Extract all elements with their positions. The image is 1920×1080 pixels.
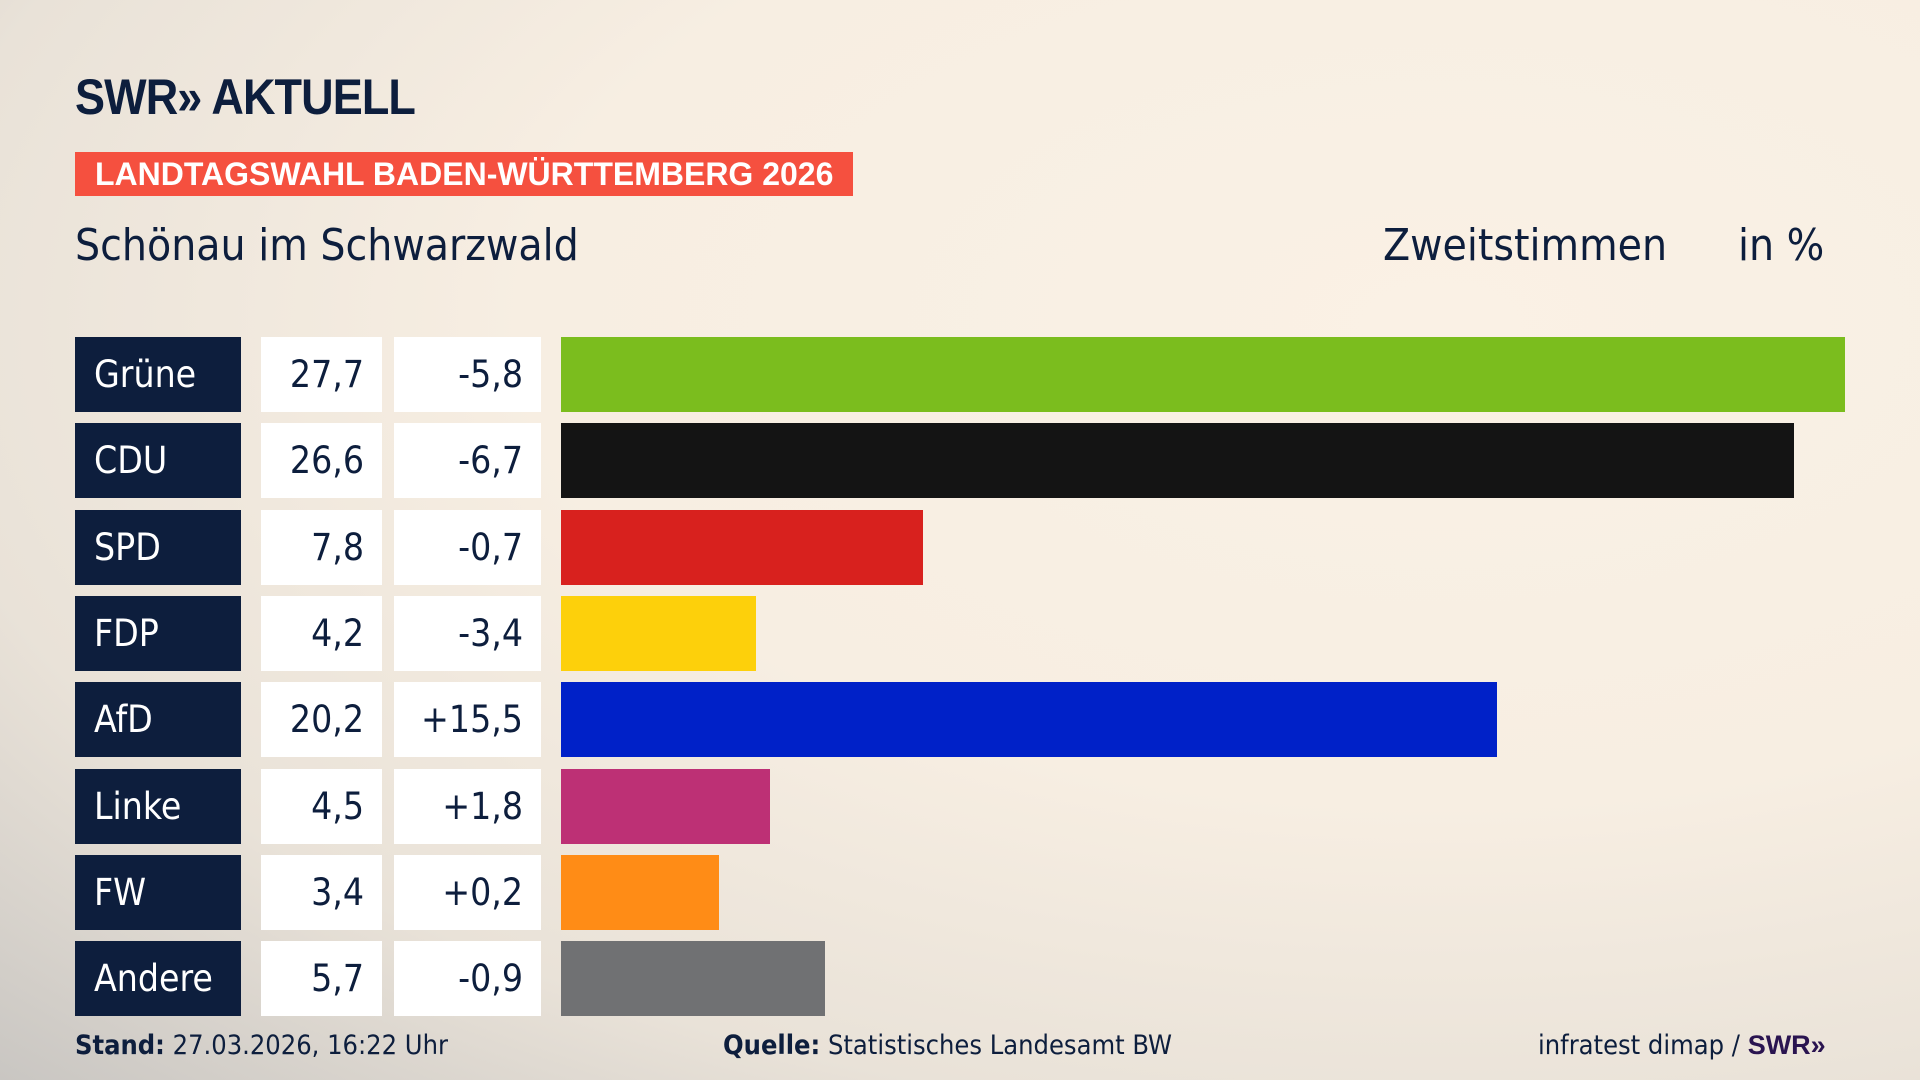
chart-row: Andere 5,7 -0,9: [0, 941, 1920, 1017]
credit-text: infratest dimap /: [1538, 1030, 1740, 1061]
chart-row: SPD 7,8 -0,7: [0, 509, 1920, 585]
party-label: AfD: [75, 682, 241, 758]
change-label: -0,9: [394, 941, 541, 1017]
value-label: 5,7: [261, 941, 382, 1017]
measure-label: Zweitstimmen: [1383, 220, 1668, 271]
value-label: 20,2: [261, 682, 382, 758]
source-label: Quelle:: [723, 1030, 821, 1061]
bar: [561, 423, 1794, 499]
change-label: -5,8: [394, 337, 541, 412]
bar: [561, 595, 756, 671]
party-label: FDP: [75, 595, 241, 671]
bar: [561, 509, 923, 585]
timestamp: Stand: 27.03.2026, 16:22 Uhr: [75, 1030, 448, 1061]
party-label: CDU: [75, 423, 241, 499]
unit-label: in %: [1738, 220, 1825, 271]
credit: infratest dimap / SWR»: [1538, 1030, 1826, 1061]
change-label: -3,4: [394, 595, 541, 671]
change-label: +15,5: [394, 682, 541, 758]
bar: [561, 854, 719, 930]
chart-row: AfD 20,2 +15,5: [0, 682, 1920, 758]
chart-row: FDP 4,2 -3,4: [0, 595, 1920, 671]
change-label: +1,8: [394, 768, 541, 844]
party-label: SPD: [75, 509, 241, 585]
value-label: 4,2: [261, 595, 382, 671]
party-label: Andere: [75, 941, 241, 1017]
region-title: Schönau im Schwarzwald: [75, 220, 579, 271]
source: Quelle: Statistisches Landesamt BW: [723, 1030, 1172, 1061]
party-label: Grüne: [75, 337, 241, 412]
bar: [561, 768, 770, 844]
bar: [561, 337, 1845, 412]
election-banner: LANDTAGSWAHL BADEN-WÜRTTEMBERG 2026: [75, 152, 854, 196]
party-label: Linke: [75, 768, 241, 844]
value-label: 26,6: [261, 423, 382, 499]
bar: [561, 941, 826, 1017]
value-label: 3,4: [261, 854, 382, 930]
change-label: -6,7: [394, 423, 541, 499]
bar: [561, 682, 1498, 758]
swr-small-logo: SWR»: [1747, 1030, 1826, 1060]
value-label: 4,5: [261, 768, 382, 844]
stand-value: 27.03.2026, 16:22 Uhr: [172, 1030, 448, 1061]
swr-aktuell-logo: SWR» AKTUELL: [75, 69, 416, 125]
party-label: FW: [75, 854, 241, 930]
value-label: 7,8: [261, 509, 382, 585]
change-label: +0,2: [394, 854, 541, 930]
change-label: -0,7: [394, 509, 541, 585]
stand-label: Stand:: [75, 1030, 165, 1061]
chart-row: CDU 26,6 -6,7: [0, 423, 1920, 499]
chart-row: Grüne 27,7 -5,8: [0, 337, 1920, 412]
chart-row: Linke 4,5 +1,8: [0, 768, 1920, 844]
source-value: Statistisches Landesamt BW: [827, 1030, 1173, 1061]
chart-row: FW 3,4 +0,2: [0, 854, 1920, 930]
value-label: 27,7: [261, 337, 382, 412]
